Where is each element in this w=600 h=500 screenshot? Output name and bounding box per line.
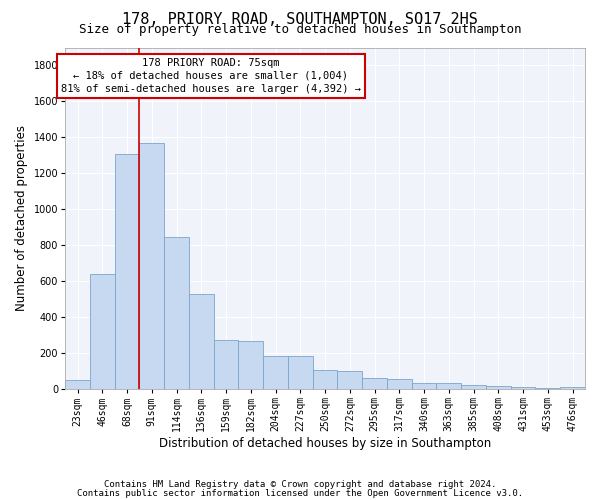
Bar [313,370,337,389]
Text: 178 PRIORY ROAD: 75sqm
← 18% of detached houses are smaller (1,004)
81% of semi-: 178 PRIORY ROAD: 75sqm ← 18% of detached… [61,58,361,94]
Bar [65,380,90,389]
Bar [90,274,115,389]
Bar [288,356,313,389]
Bar [461,385,486,389]
Text: Contains public sector information licensed under the Open Government Licence v3: Contains public sector information licen… [77,488,523,498]
Bar [139,143,164,389]
Text: Contains HM Land Registry data © Crown copyright and database right 2024.: Contains HM Land Registry data © Crown c… [104,480,496,489]
Bar [263,356,288,389]
Bar [511,386,535,389]
Bar [560,386,585,389]
Bar [189,294,214,389]
Bar [535,388,560,389]
Bar [238,340,263,389]
Text: Size of property relative to detached houses in Southampton: Size of property relative to detached ho… [79,22,521,36]
Bar [486,386,511,389]
Bar [362,378,387,389]
Bar [214,340,238,389]
Text: 178, PRIORY ROAD, SOUTHAMPTON, SO17 2HS: 178, PRIORY ROAD, SOUTHAMPTON, SO17 2HS [122,12,478,28]
Bar [337,372,362,389]
Bar [164,238,189,389]
Bar [436,383,461,389]
X-axis label: Distribution of detached houses by size in Southampton: Distribution of detached houses by size … [159,437,491,450]
Bar [115,154,139,389]
Bar [387,380,412,389]
Bar [412,383,436,389]
Y-axis label: Number of detached properties: Number of detached properties [15,126,28,312]
